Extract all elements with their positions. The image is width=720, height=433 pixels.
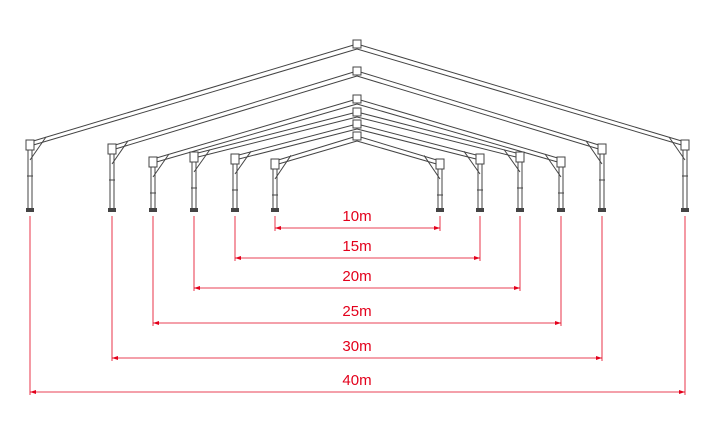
base-plate bbox=[149, 208, 157, 212]
dimension-label: 25m bbox=[342, 303, 371, 320]
brace bbox=[234, 150, 252, 175]
ridge-joint bbox=[352, 94, 362, 104]
tent-frame bbox=[25, 39, 690, 212]
rafter bbox=[356, 103, 562, 164]
brace bbox=[668, 136, 686, 161]
base-plate bbox=[476, 208, 484, 212]
rafter bbox=[152, 98, 358, 160]
base-plate bbox=[231, 208, 239, 212]
rafter bbox=[356, 128, 481, 161]
base-plate bbox=[108, 208, 116, 212]
rafter bbox=[234, 128, 358, 161]
base-plate bbox=[271, 208, 279, 212]
rafter bbox=[193, 111, 358, 155]
rafter bbox=[356, 48, 686, 147]
brace bbox=[152, 153, 170, 178]
ridge-joint bbox=[352, 119, 362, 129]
base-plate bbox=[26, 208, 34, 212]
base-plate bbox=[436, 208, 444, 212]
eave-joint bbox=[107, 143, 117, 155]
brace bbox=[111, 140, 129, 165]
brace bbox=[503, 149, 521, 173]
dimension: 20m bbox=[193, 216, 521, 291]
eave-joint bbox=[515, 151, 525, 163]
brace bbox=[274, 155, 292, 180]
ridge-joint bbox=[352, 131, 362, 141]
base-plate bbox=[190, 208, 198, 212]
eave-joint bbox=[230, 153, 240, 165]
brace bbox=[585, 140, 603, 165]
ridge-joint bbox=[352, 39, 362, 49]
base-plate bbox=[681, 208, 689, 212]
eave-joint bbox=[680, 139, 690, 151]
rafter bbox=[111, 75, 358, 151]
eave-joint bbox=[475, 153, 485, 165]
eave-joint bbox=[435, 158, 445, 170]
rafter bbox=[356, 70, 603, 147]
rafter bbox=[152, 103, 358, 164]
dimensions: 10m 15m 20m 25m 30m 40m bbox=[29, 208, 686, 395]
brace bbox=[423, 155, 441, 180]
eave-joint bbox=[270, 158, 280, 170]
rafter bbox=[29, 48, 358, 147]
rafter bbox=[111, 70, 358, 147]
eave-joint bbox=[556, 156, 566, 168]
rafter bbox=[29, 43, 358, 143]
dimension: 25m bbox=[152, 216, 562, 326]
brace bbox=[193, 149, 211, 173]
base-plate bbox=[557, 208, 565, 212]
dimension-label: 20m bbox=[342, 268, 371, 285]
tent-frame bbox=[148, 94, 566, 212]
dimension-label: 40m bbox=[342, 372, 371, 389]
ridge-joint bbox=[352, 66, 362, 76]
frames bbox=[25, 39, 690, 212]
tent-frame bbox=[107, 66, 607, 212]
rafter bbox=[356, 140, 441, 166]
base-plate bbox=[598, 208, 606, 212]
brace bbox=[544, 153, 562, 178]
base-plate bbox=[516, 208, 524, 212]
rafter bbox=[356, 75, 603, 151]
dimension-label: 15m bbox=[342, 238, 371, 255]
rafter bbox=[234, 123, 358, 157]
dimension: 40m bbox=[29, 216, 686, 395]
rafter bbox=[193, 116, 358, 159]
tent-frame bbox=[189, 107, 525, 212]
rafter bbox=[274, 140, 358, 166]
rafter bbox=[356, 98, 562, 160]
rafter bbox=[356, 111, 521, 155]
eave-joint bbox=[148, 156, 158, 168]
rafter bbox=[356, 43, 686, 143]
eave-joint bbox=[597, 143, 607, 155]
dimension: 15m bbox=[234, 216, 481, 261]
tent-frame bbox=[270, 131, 445, 212]
dimension-label: 10m bbox=[342, 208, 371, 225]
ridge-joint bbox=[352, 107, 362, 117]
rafter bbox=[356, 116, 521, 159]
dimension: 10m bbox=[274, 208, 441, 231]
brace bbox=[29, 136, 47, 161]
brace bbox=[463, 151, 481, 175]
dimension: 30m bbox=[111, 216, 603, 361]
rafter bbox=[356, 135, 441, 162]
rafter bbox=[274, 135, 358, 162]
tent-frame bbox=[230, 119, 485, 212]
rafter bbox=[356, 123, 481, 157]
eave-joint bbox=[25, 139, 35, 151]
dimension-label: 30m bbox=[342, 338, 371, 355]
eave-joint bbox=[189, 151, 199, 163]
